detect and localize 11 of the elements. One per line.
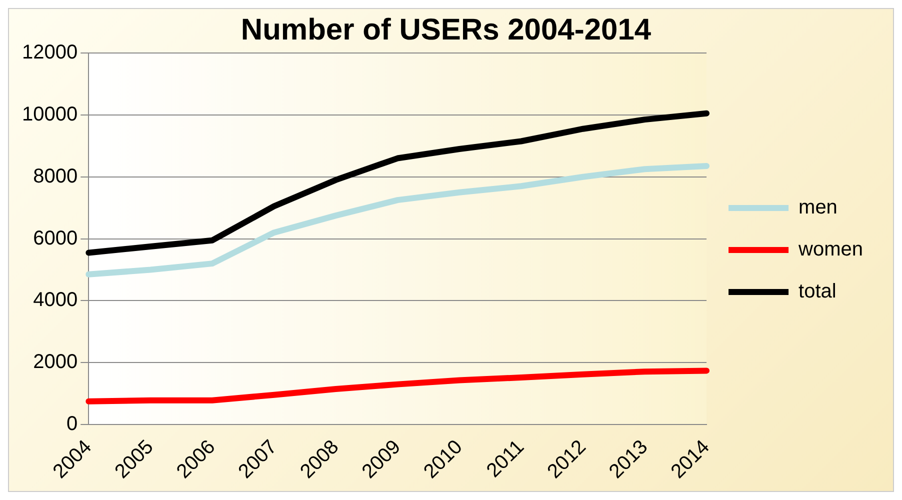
y-tick-label: 8000: [33, 165, 78, 188]
y-tick-label: 0: [66, 413, 78, 436]
y-tick-label: 6000: [33, 227, 78, 250]
chart-title: Number of USERs 2004-2014: [240, 13, 652, 46]
y-tick-label: 4000: [33, 289, 78, 312]
y-tick-label: 2000: [33, 351, 78, 374]
y-tick-label: 10000: [22, 103, 78, 126]
legend-label: men: [798, 196, 838, 219]
y-tick-label: 12000: [22, 42, 78, 64]
legend-label: total: [798, 280, 836, 303]
legend-label: women: [798, 238, 864, 261]
